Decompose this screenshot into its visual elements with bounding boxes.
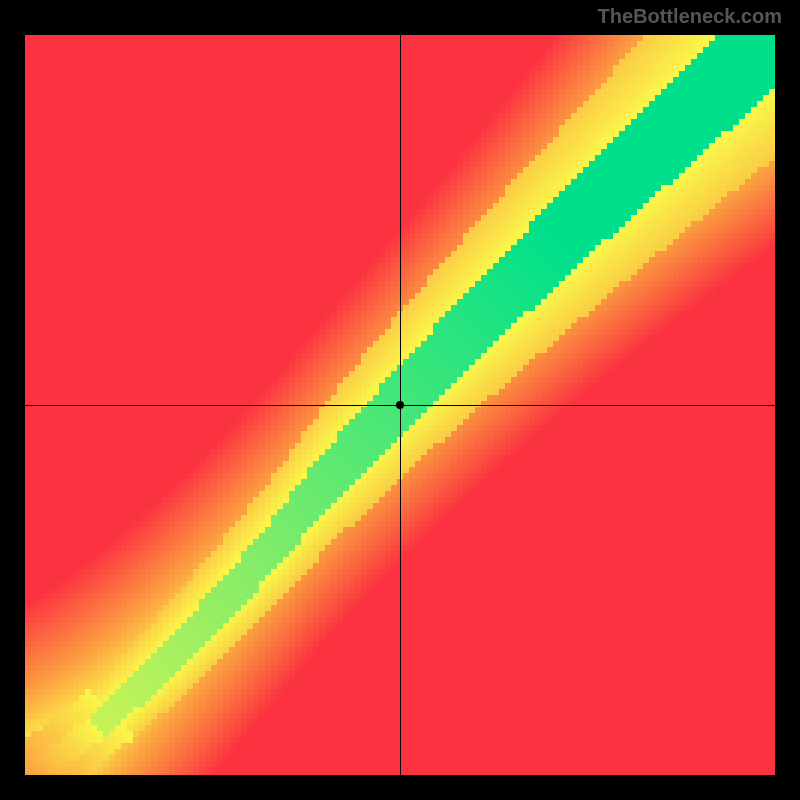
watermark-text: TheBottleneck.com [598,6,782,29]
chart-container: TheBottleneck.com [0,0,800,800]
heatmap-canvas [25,35,775,775]
plot-area [25,35,775,775]
